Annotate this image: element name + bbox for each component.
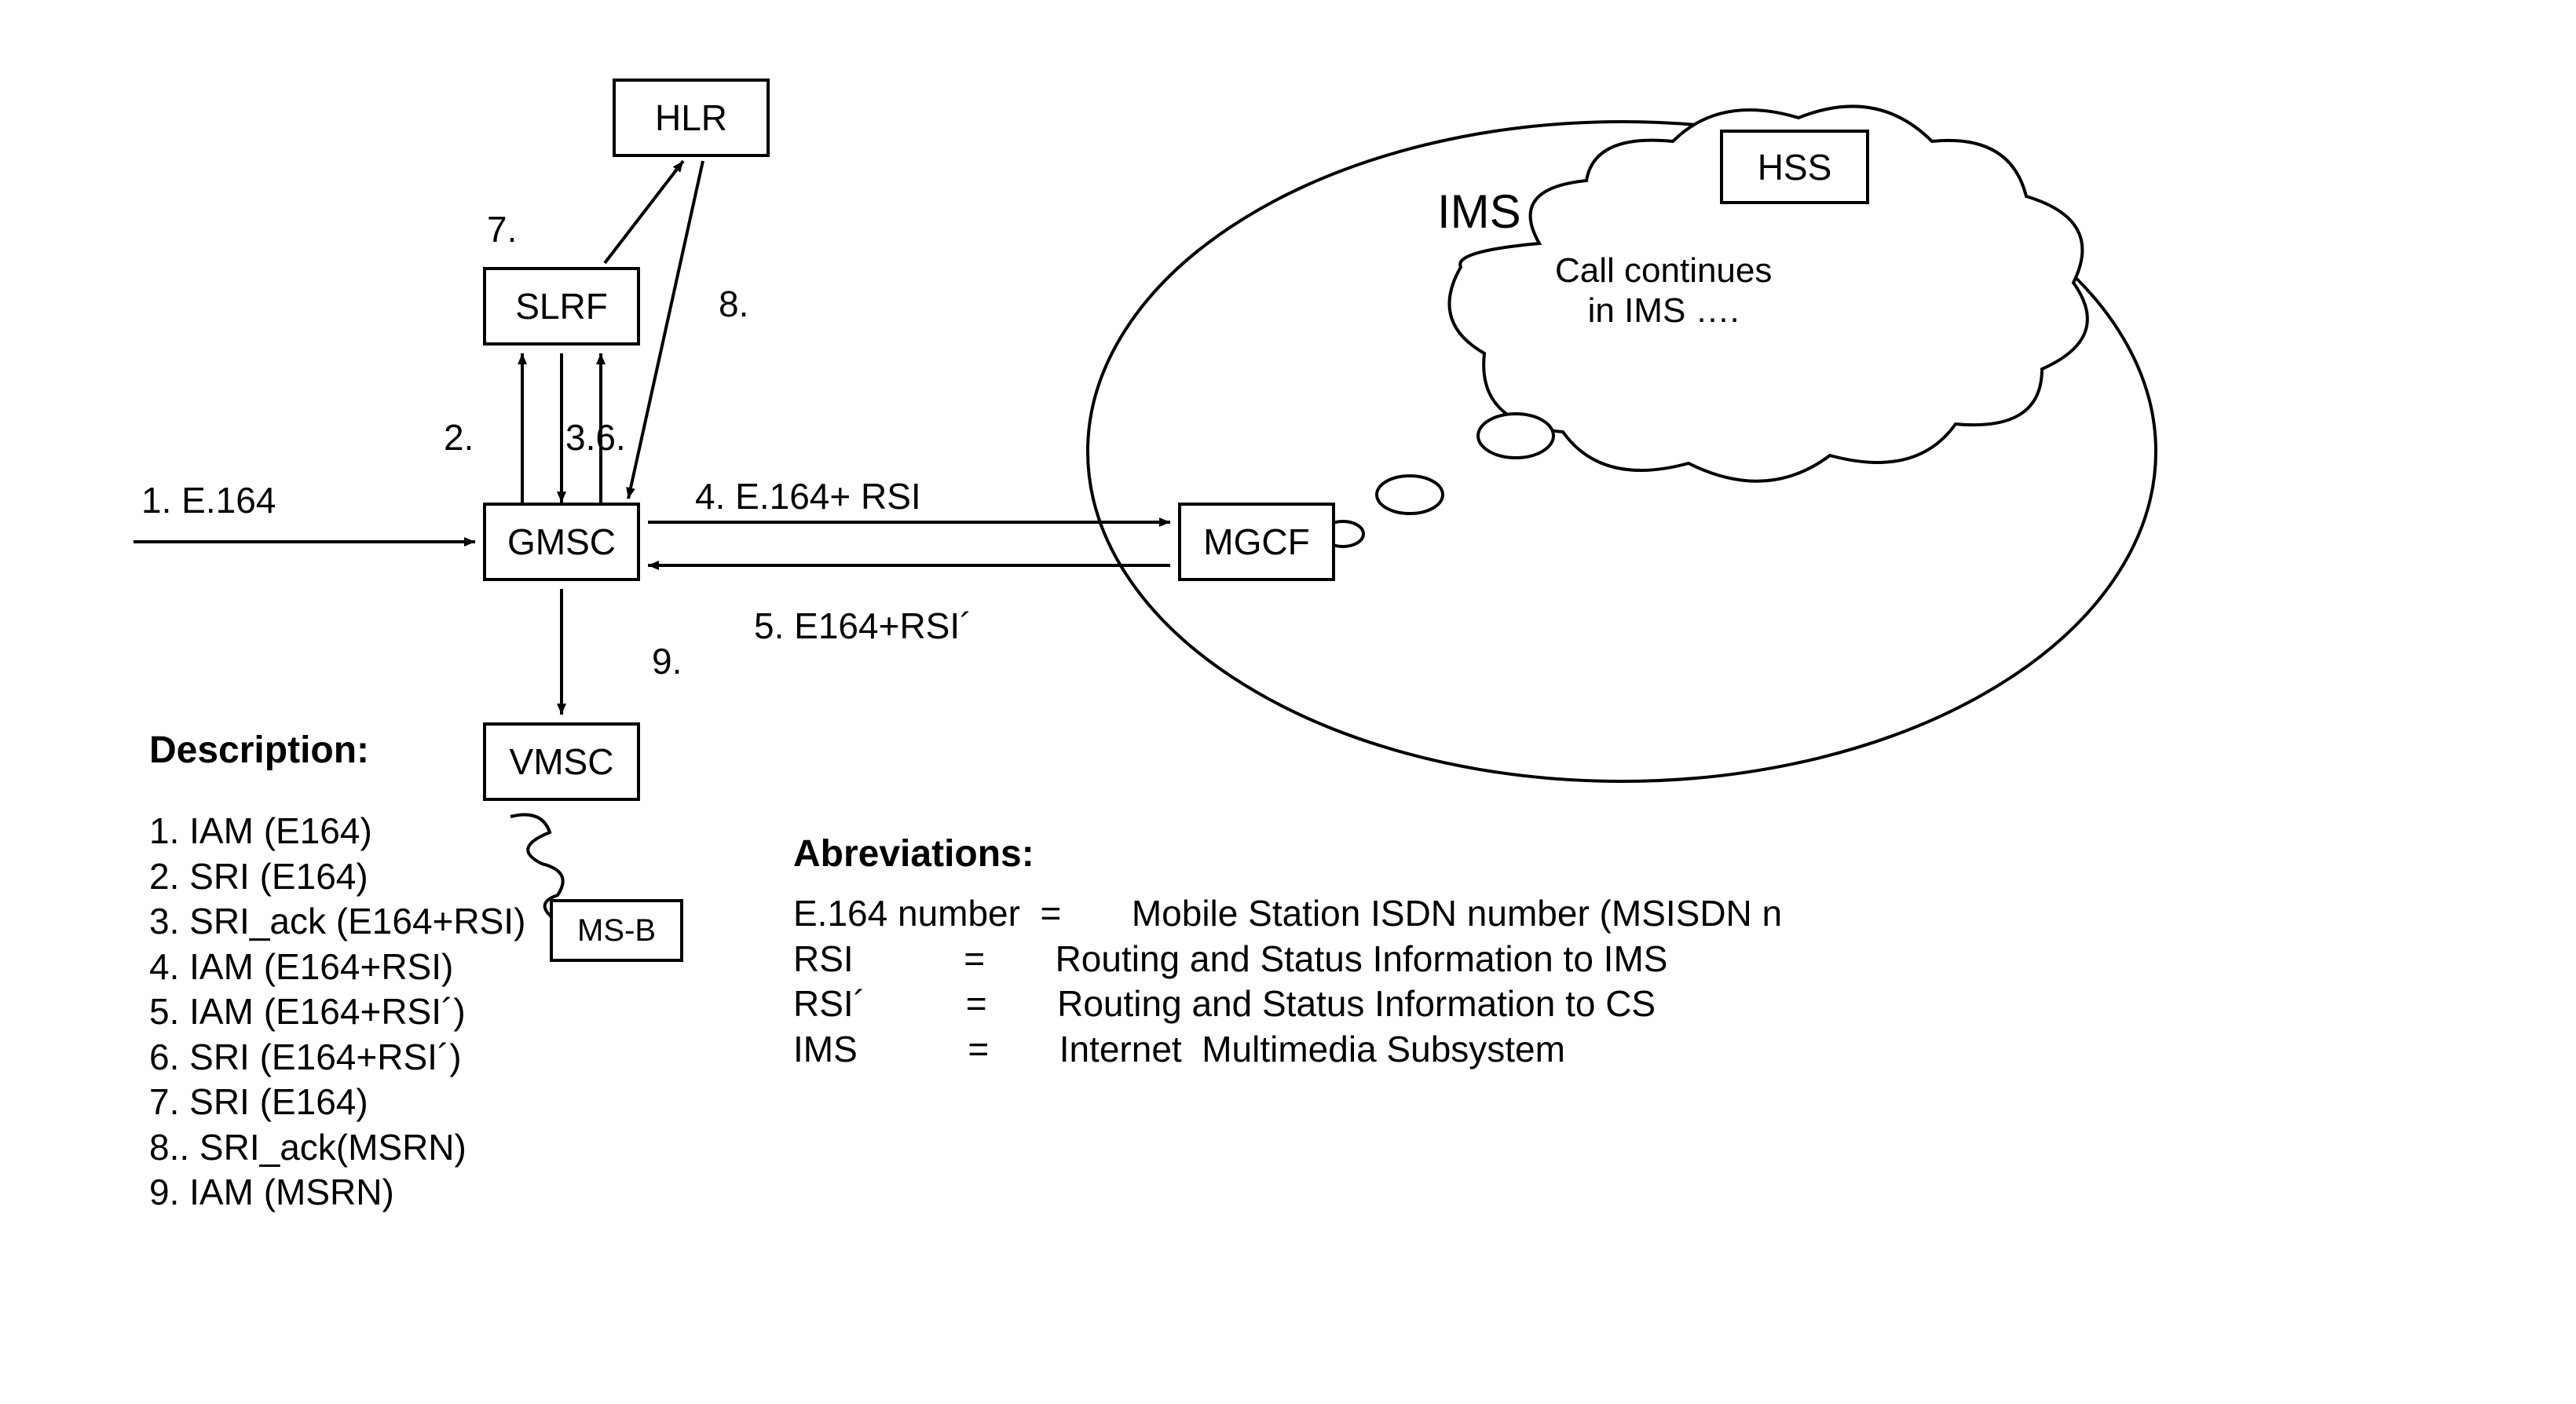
node-mgcf-label: MGCF: [1203, 521, 1309, 563]
description-item: 3. SRI_ack (E164+RSI): [149, 899, 525, 945]
abbrev-list: E.164 number = Mobile Station ISDN numbe…: [793, 891, 1782, 1072]
description-item: 5. IAM (E164+RSI´): [149, 989, 525, 1035]
node-hlr-label: HLR: [655, 97, 727, 139]
edge-label-9: 9.: [652, 640, 682, 682]
node-slrf: SLRF: [483, 267, 640, 346]
abbrev-row: RSI = Routing and Status Information to …: [793, 937, 1782, 982]
diagram-canvas: HLR SLRF GMSC VMSC MS-B MGCF HSS IMS Cal…: [0, 0, 2576, 1404]
node-slrf-label: SLRF: [515, 285, 608, 327]
node-vmsc: VMSC: [483, 722, 640, 801]
edge-label-4: 4. E.164+ RSI: [695, 475, 921, 517]
description-header: Description:: [149, 729, 369, 772]
node-hss-label: HSS: [1758, 146, 1832, 188]
edge-label-7: 7.: [487, 208, 517, 250]
abbrev-row: RSI´ = Routing and Status Information to…: [793, 982, 1782, 1027]
node-hlr: HLR: [613, 79, 770, 157]
edge-e7-diag: [605, 161, 683, 263]
description-list: 1. IAM (E164)2. SRI (E164)3. SRI_ack (E1…: [149, 809, 525, 1216]
node-gmsc-label: GMSC: [507, 521, 616, 563]
node-mgcf: MGCF: [1178, 503, 1335, 581]
description-item: 2. SRI (E164): [149, 854, 525, 900]
cloud-text: Call continues in IMS ….: [1555, 251, 1772, 331]
ims-ellipse: [1088, 122, 2156, 781]
cloud-line1: Call continues: [1555, 251, 1772, 291]
node-msb-label: MS-B: [577, 913, 656, 949]
node-hss: HSS: [1720, 130, 1869, 204]
edge-label-1: 1. E.164: [141, 479, 276, 521]
description-item: 4. IAM (E164+RSI): [149, 945, 525, 990]
description-item: 9. IAM (MSRN): [149, 1170, 525, 1216]
description-item: 7. SRI (E164): [149, 1080, 525, 1125]
edge-label-2: 2.: [444, 416, 474, 459]
description-item: 1. IAM (E164): [149, 809, 525, 854]
description-item: 8.. SRI_ack(MSRN): [149, 1125, 525, 1171]
edge-label-5: 5. E164+RSI´: [754, 605, 971, 647]
node-vmsc-label: VMSC: [510, 740, 614, 783]
edge-label-8: 8.: [719, 283, 748, 325]
node-msb: MS-B: [550, 899, 683, 962]
edge-label-36: 3.6.: [565, 416, 626, 459]
description-item: 6. SRI (E164+RSI´): [149, 1035, 525, 1080]
abbrev-row: E.164 number = Mobile Station ISDN numbe…: [793, 891, 1782, 937]
node-gmsc: GMSC: [483, 503, 640, 581]
abbrev-header: Abreviations:: [793, 832, 1034, 876]
ims-label: IMS: [1437, 185, 1521, 239]
cloud-line2: in IMS ….: [1555, 291, 1772, 331]
abbrev-row: IMS = Internet Multimedia Subsystem: [793, 1027, 1782, 1073]
